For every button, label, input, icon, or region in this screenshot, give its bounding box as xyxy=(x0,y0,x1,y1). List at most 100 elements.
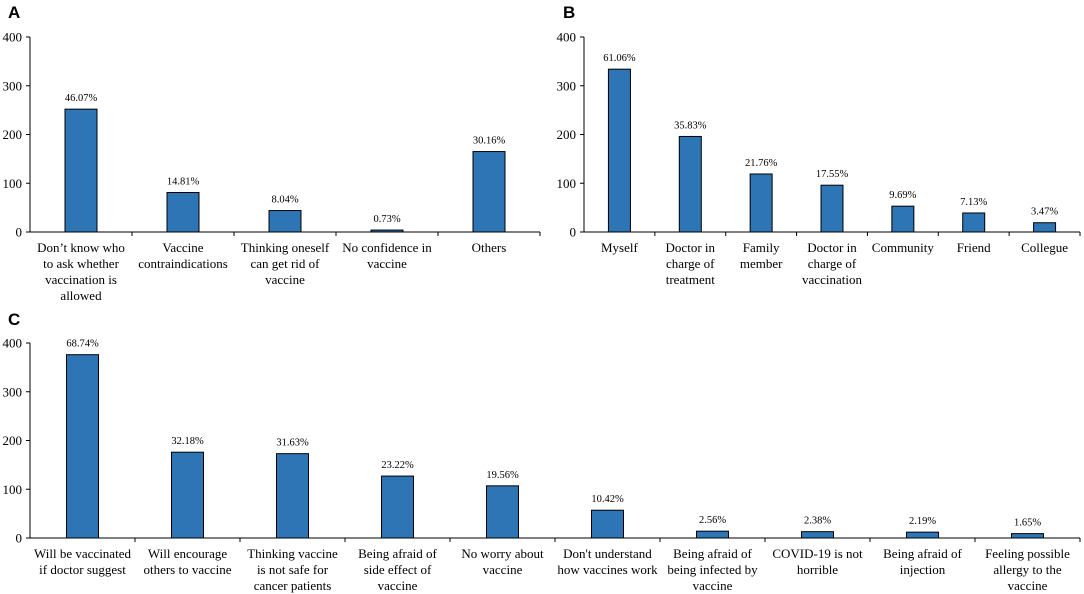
category-label-line: Others xyxy=(472,240,507,255)
bar xyxy=(962,212,986,233)
category-label: No worry about vaccine xyxy=(461,546,544,577)
bar xyxy=(1011,533,1044,539)
data-label: 32.18% xyxy=(171,436,204,447)
y-tick-label: 400 xyxy=(3,336,23,351)
data-label: 7.13% xyxy=(960,197,987,208)
category-label-line: No worry about xyxy=(461,546,544,561)
category-label-line: vaccine xyxy=(378,578,418,593)
y-tick-label: 400 xyxy=(3,30,23,45)
category-label-line: Thinking vaccine xyxy=(247,546,338,561)
bar xyxy=(591,509,624,539)
category-label-line: Friend xyxy=(957,240,991,255)
y-tick-label: 0 xyxy=(16,225,23,240)
y-tick-label: 0 xyxy=(16,531,23,546)
category-label-line: member xyxy=(740,256,783,271)
category-label: Others xyxy=(472,240,507,255)
category-label: Community xyxy=(872,240,935,255)
y-tick-label: 300 xyxy=(3,78,23,93)
panel-a: A 0 100 200 300 400 46.07% Don’t know who to ask… xyxy=(3,3,541,303)
category-label: Being afraid of injection xyxy=(883,546,962,577)
category-label-line: No confidence in xyxy=(342,240,432,255)
bar xyxy=(276,453,309,539)
category-label: Don’t know who to ask whether vaccination … xyxy=(37,240,125,303)
category-label-line: allergy to the xyxy=(993,562,1062,577)
category-label-line: Feeling possible xyxy=(985,546,1070,561)
data-label: 30.16% xyxy=(473,136,506,147)
category-label-line: Being afraid of xyxy=(883,546,962,561)
category-label-line: Being afraid of xyxy=(358,546,437,561)
category-label: Being afraid of being infected by vaccine xyxy=(667,546,758,593)
category-label-line: Doctor in xyxy=(807,240,857,255)
category-label-line: to ask whether xyxy=(43,256,119,271)
data-label: 19.56% xyxy=(486,470,519,481)
data-label: 14.81% xyxy=(167,177,200,188)
data-label: 3.47% xyxy=(1031,207,1058,218)
category-label-line: side effect of xyxy=(364,562,432,577)
category-label-line: treatment xyxy=(666,272,715,287)
category-label: Friend xyxy=(957,240,991,255)
bar xyxy=(472,151,506,233)
bar xyxy=(486,485,519,539)
y-tick-label: 0 xyxy=(570,225,577,240)
category-label-line: Doctor in xyxy=(666,240,716,255)
data-label: 2.19% xyxy=(909,516,936,527)
category-label-line: being infected by xyxy=(667,562,758,577)
data-label: 21.76% xyxy=(745,158,778,169)
bar xyxy=(268,210,302,233)
category-label: Thinking oneself can get rid of vaccine xyxy=(241,240,330,287)
data-label: 68.74% xyxy=(66,339,99,350)
bar xyxy=(749,173,773,233)
category-label-line: vaccine xyxy=(265,272,305,287)
category-label-line: Myself xyxy=(601,240,639,255)
panel-letter-c: C xyxy=(8,310,20,329)
bar xyxy=(820,184,844,233)
category-label: Vaccine contraindications xyxy=(138,240,228,271)
bar xyxy=(66,354,99,539)
category-label-line: allowed xyxy=(60,288,102,303)
category-label: Don't understand how vaccines work xyxy=(557,546,658,577)
category-label: Doctor in charge of treatment xyxy=(666,240,716,287)
data-label: 8.04% xyxy=(271,195,298,206)
bar xyxy=(370,229,404,233)
category-label-line: charge of xyxy=(666,256,715,271)
y-tick-label: 100 xyxy=(557,176,577,191)
category-label-line: Community xyxy=(872,240,935,255)
category-label-line: vaccination xyxy=(802,272,862,287)
category-label-line: cancer patients xyxy=(254,578,332,593)
category-label-line: Being afraid of xyxy=(673,546,752,561)
category-label-line: COVID-19 is not xyxy=(772,546,863,561)
category-label: Being afraid of side effect of vaccine xyxy=(358,546,437,593)
category-label-line: Family xyxy=(743,240,780,255)
category-label-line: Collegue xyxy=(1021,240,1068,255)
bar xyxy=(801,531,834,539)
y-tick-label: 100 xyxy=(3,176,23,191)
data-label: 2.56% xyxy=(699,515,726,526)
data-label: 0.73% xyxy=(373,214,400,225)
y-tick-label: 200 xyxy=(3,127,23,142)
category-label-line: Don’t know who xyxy=(37,240,125,255)
bar xyxy=(607,68,631,233)
panel-b: B 0 100 200 300 400 61.06% Myself 35.83% Doctor i… xyxy=(557,3,1081,287)
category-label: Thinking vaccine is not safe for cancer pa… xyxy=(247,546,338,593)
y-tick-label: 300 xyxy=(557,78,577,93)
category-label-line: vaccine xyxy=(367,256,407,271)
category-label: COVID-19 is not horrible xyxy=(772,546,863,577)
category-label-line: is not safe for xyxy=(257,562,329,577)
category-label-line: vaccine xyxy=(693,578,733,593)
category-label: No confidence in vaccine xyxy=(342,240,432,271)
data-label: 2.38% xyxy=(804,516,831,527)
data-label: 10.42% xyxy=(591,494,624,505)
y-tick-label: 400 xyxy=(557,30,577,45)
bar xyxy=(381,475,414,539)
category-label-line: horrible xyxy=(797,562,838,577)
data-label: 31.63% xyxy=(276,438,309,449)
data-label: 9.69% xyxy=(889,190,916,201)
category-label: Doctor in charge of vaccination xyxy=(802,240,862,287)
data-label: 46.07% xyxy=(65,93,98,104)
category-label-line: vaccine xyxy=(1008,578,1048,593)
data-label: 1.65% xyxy=(1014,518,1041,529)
category-label: Will encourage others to vaccine xyxy=(143,546,231,577)
category-label: Myself xyxy=(601,240,639,255)
y-tick-label: 100 xyxy=(3,482,23,497)
